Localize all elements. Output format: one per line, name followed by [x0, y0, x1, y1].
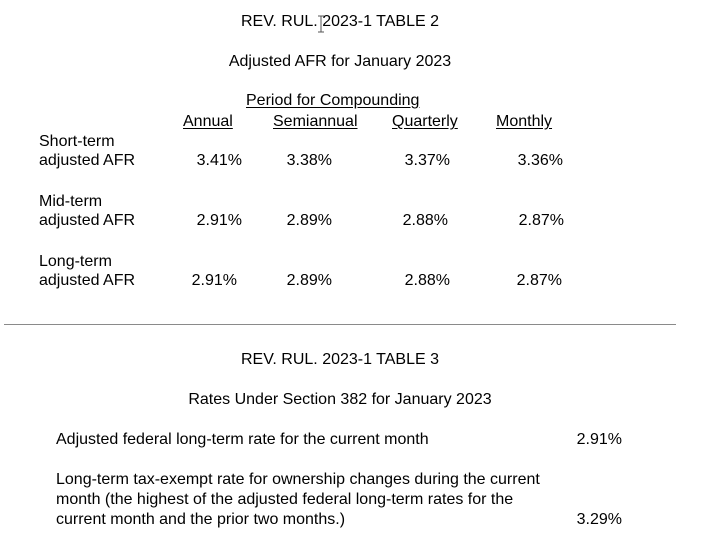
cell-short-monthly: 3.36% — [517, 152, 563, 169]
column-header-quarterly: Quarterly — [392, 113, 458, 130]
rate-item-1-text: Adjusted federal long-term rate for the … — [56, 431, 429, 448]
cell-short-semiannual: 3.38% — [286, 152, 332, 169]
column-header-monthly: Monthly — [496, 113, 553, 130]
cell-long-semiannual: 2.89% — [286, 272, 332, 289]
table3-subtitle: Rates Under Section 382 for January 2023 — [188, 391, 492, 408]
cell-long-annual: 2.91% — [191, 272, 237, 289]
cell-long-monthly: 2.87% — [516, 272, 562, 289]
rate-item-2-text: Long-term tax-exempt rate for ownership … — [56, 471, 540, 528]
table2-title: REV. RUL. 2023-1 TABLE 2 — [240, 13, 440, 30]
cell-short-annual: 3.41% — [196, 152, 242, 169]
cell-mid-quarterly: 2.88% — [402, 212, 448, 229]
rate-item-1-value: 2.91% — [576, 431, 622, 448]
table3-title: REV. RUL. 2023-1 TABLE 3 — [240, 351, 440, 368]
rate-item-2-value: 3.29% — [576, 511, 622, 528]
cell-mid-semiannual: 2.89% — [286, 212, 332, 229]
group-header: Period for Compounding — [246, 92, 420, 109]
cell-short-quarterly: 3.37% — [404, 152, 450, 169]
table2-subtitle: Adjusted AFR for January 2023 — [228, 53, 452, 70]
cell-mid-monthly: 2.87% — [518, 212, 564, 229]
row-label-mid-term-line2: adjusted AFR — [39, 212, 136, 229]
row-label-short-term-line1: Short-term — [39, 133, 115, 150]
cell-mid-annual: 2.91% — [196, 212, 242, 229]
column-header-semiannual: Semiannual — [273, 113, 358, 130]
column-header-annual: Annual — [183, 113, 233, 130]
cell-long-quarterly: 2.88% — [404, 272, 450, 289]
row-label-long-term-line1: Long-term — [39, 253, 112, 270]
text-cursor-icon — [318, 15, 324, 33]
section-divider — [4, 324, 676, 325]
row-label-short-term-line2: adjusted AFR — [39, 152, 136, 169]
row-label-long-term-line2: adjusted AFR — [39, 272, 136, 289]
row-label-mid-term-line1: Mid-term — [39, 193, 103, 210]
